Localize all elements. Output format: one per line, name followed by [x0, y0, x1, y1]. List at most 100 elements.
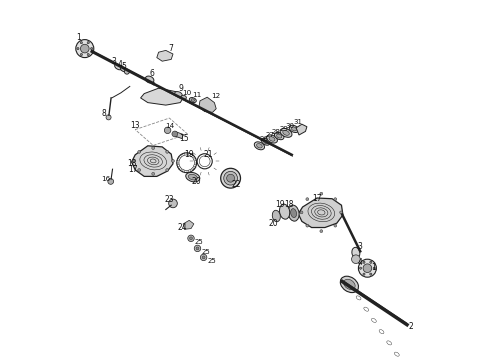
Circle shape [194, 245, 201, 252]
Circle shape [334, 198, 337, 201]
Ellipse shape [227, 174, 235, 182]
Ellipse shape [188, 174, 197, 180]
Circle shape [172, 131, 178, 137]
Text: 25: 25 [201, 249, 210, 255]
Text: 22: 22 [231, 180, 241, 189]
Circle shape [200, 254, 207, 261]
Circle shape [320, 192, 323, 195]
Text: 19: 19 [184, 150, 194, 159]
Ellipse shape [115, 64, 122, 70]
Ellipse shape [174, 91, 182, 97]
Text: 2: 2 [409, 323, 414, 331]
Ellipse shape [121, 67, 126, 72]
Text: 27: 27 [266, 132, 274, 138]
Ellipse shape [288, 205, 299, 221]
Circle shape [358, 259, 376, 277]
Text: 30: 30 [286, 123, 295, 129]
Circle shape [300, 211, 303, 214]
Circle shape [124, 69, 129, 74]
Polygon shape [157, 50, 173, 61]
Text: 21: 21 [203, 150, 213, 159]
Text: 25: 25 [195, 239, 203, 245]
Circle shape [138, 168, 141, 171]
Ellipse shape [352, 247, 360, 258]
Ellipse shape [189, 98, 196, 103]
Text: 9: 9 [178, 85, 183, 94]
Polygon shape [296, 124, 307, 135]
Text: 1: 1 [76, 33, 81, 42]
Text: 6: 6 [149, 69, 154, 78]
Circle shape [80, 53, 82, 55]
Circle shape [152, 147, 155, 149]
Polygon shape [183, 220, 194, 229]
Circle shape [108, 179, 114, 184]
Ellipse shape [292, 127, 296, 131]
Circle shape [373, 267, 375, 269]
Text: 18: 18 [127, 159, 137, 168]
Polygon shape [141, 88, 184, 105]
Ellipse shape [146, 76, 154, 83]
Text: 20: 20 [192, 177, 201, 186]
Circle shape [132, 159, 135, 162]
Ellipse shape [269, 137, 275, 141]
Text: 24: 24 [177, 223, 187, 232]
Bar [173, 131, 183, 139]
Text: 28: 28 [272, 129, 281, 135]
Text: 7: 7 [169, 44, 173, 53]
Circle shape [91, 48, 93, 50]
Text: 25: 25 [207, 258, 216, 264]
Circle shape [360, 267, 362, 269]
Circle shape [76, 40, 94, 58]
Text: 19: 19 [275, 200, 285, 209]
Ellipse shape [254, 142, 265, 150]
Text: 5: 5 [121, 62, 126, 71]
Ellipse shape [279, 204, 290, 219]
Text: 18: 18 [284, 200, 294, 209]
Circle shape [370, 261, 372, 264]
Circle shape [77, 48, 79, 50]
Ellipse shape [186, 172, 200, 182]
Text: 3: 3 [111, 57, 116, 66]
Text: 11: 11 [192, 92, 201, 98]
Text: 10: 10 [182, 90, 191, 96]
Circle shape [87, 53, 89, 55]
Circle shape [138, 150, 141, 153]
Text: 16: 16 [101, 176, 110, 181]
Ellipse shape [276, 134, 282, 138]
Text: 31: 31 [294, 119, 303, 125]
Ellipse shape [264, 140, 268, 144]
Ellipse shape [340, 276, 359, 293]
Polygon shape [298, 198, 343, 228]
Circle shape [166, 168, 169, 171]
Text: 29: 29 [279, 126, 288, 132]
Polygon shape [132, 146, 173, 176]
Circle shape [340, 211, 343, 214]
Circle shape [334, 224, 337, 227]
Circle shape [306, 224, 309, 227]
Ellipse shape [224, 171, 238, 185]
Circle shape [363, 273, 365, 275]
Ellipse shape [289, 125, 299, 132]
Polygon shape [199, 97, 216, 112]
Text: 13: 13 [130, 121, 140, 130]
Circle shape [363, 261, 365, 264]
Text: 20: 20 [268, 220, 278, 229]
Circle shape [152, 172, 155, 175]
Circle shape [351, 255, 360, 264]
Circle shape [320, 230, 323, 233]
Circle shape [166, 150, 169, 153]
Circle shape [190, 237, 193, 240]
Text: 26: 26 [259, 136, 268, 141]
Text: 15: 15 [179, 134, 189, 143]
Ellipse shape [257, 144, 262, 148]
Circle shape [80, 42, 82, 44]
Circle shape [172, 159, 174, 162]
Ellipse shape [181, 95, 186, 99]
Circle shape [87, 42, 89, 44]
Text: 12: 12 [211, 94, 220, 99]
Ellipse shape [220, 168, 241, 188]
Text: 4: 4 [358, 258, 363, 267]
Ellipse shape [280, 129, 292, 137]
Circle shape [106, 115, 111, 120]
Ellipse shape [262, 139, 270, 145]
